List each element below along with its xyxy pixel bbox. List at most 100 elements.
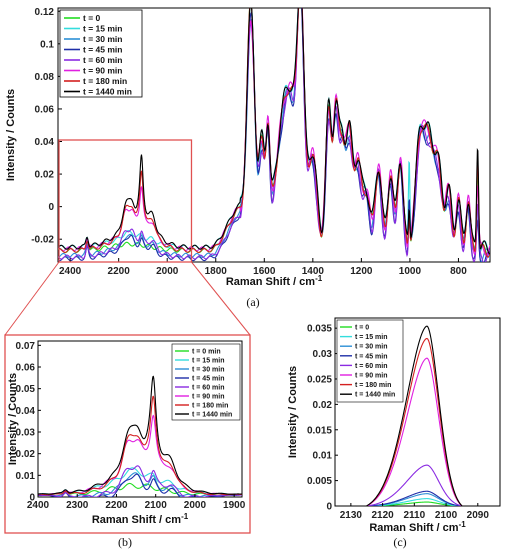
y-axis-label: Intensity / Counts [5, 89, 17, 181]
legend-label: t = 30 min [355, 344, 387, 351]
series-line-t = 1440 min [38, 375, 242, 495]
panel-caption: (c) [393, 535, 406, 549]
legend-box [59, 9, 143, 98]
legend-label: t = 0 min [192, 349, 221, 356]
legend-box [171, 343, 241, 421]
y-tick-label: 0.01 [16, 471, 36, 482]
panel-caption: (a) [246, 295, 259, 309]
x-axis-label: Raman Shift / cm-1 [369, 520, 466, 534]
y-axis-label: Intensity / Counts [287, 366, 299, 458]
legend-label: t = 60 min [355, 363, 387, 370]
legend-label: t = 90 min [355, 373, 387, 380]
x-tick-label: 2100 [435, 510, 458, 521]
legend-label: t = 30 min [83, 34, 122, 44]
x-tick-label: 2000 [156, 266, 179, 277]
legend-label: t = 30 min [192, 367, 224, 374]
legend-label: t = 1440 min [192, 412, 232, 419]
legend-label: t = 15 min [192, 358, 224, 365]
legend-label: t = 1440 min [355, 392, 395, 399]
x-tick-label: 2120 [371, 510, 394, 521]
y-tick-label: 0.025 [307, 374, 332, 385]
panel-b-chart: 2400 2300 2200 2100 2000 1900 0 0.01 0.02 0.03 0.0… [4, 334, 251, 549]
zoom-connector-right [191, 261, 251, 336]
legend-label: t = 90 min [83, 66, 122, 76]
y-tick-label: 0 [29, 493, 35, 504]
x-tick-label: 2200 [108, 266, 131, 277]
y-tick-label: 0.005 [307, 476, 332, 487]
y-tick-label: 0.1 [40, 39, 54, 50]
series-line-t = 180 min [58, 8, 490, 258]
series-line-t = 180 min [38, 395, 242, 496]
series-line-t = 180 min [335, 337, 500, 506]
x-tick-label: 2400 [27, 500, 50, 511]
series-line-t = 60 min [38, 465, 242, 497]
y-tick-label: 0.07 [16, 341, 36, 352]
y-tick-label: 0.02 [313, 400, 333, 411]
series-line-t = 60 min [58, 8, 490, 262]
y-tick-label: 0 [326, 502, 332, 513]
legend-label: t = 0 [355, 325, 369, 332]
y-tick-label: 0.03 [16, 428, 36, 439]
y-tick-label: 0.06 [35, 104, 55, 115]
x-tick-label: 1400 [302, 266, 325, 277]
x-tick-label: 1600 [253, 266, 276, 277]
y-tick-label: 0.04 [16, 406, 36, 417]
x-tick-label: 2000 [184, 500, 207, 511]
zoom-connector-lines [4, 261, 251, 336]
legend-label: t = 45 min [192, 376, 224, 383]
y-tick-label: 0.05 [16, 384, 36, 395]
legend-label: t = 90 min [192, 394, 224, 401]
panel-c-chart: 2130 2120 2110 2100 2090 0 0.005 0.01 0.015 0.02 0… [287, 317, 501, 549]
series-line-t = 45 min [335, 490, 500, 506]
y-tick-label: 0.03 [313, 349, 333, 360]
y-tick-label: -0.02 [31, 235, 54, 246]
x-tick-label: 2200 [105, 500, 128, 511]
legend-box [336, 319, 404, 403]
legend-label: t = 45 min [355, 353, 387, 360]
x-tick-label: 2090 [467, 510, 490, 521]
series-line-t = 30 min [335, 493, 500, 506]
x-tick-label: 2110 [403, 510, 425, 521]
y-tick-label: 0 [48, 202, 54, 213]
x-tick-label: 1800 [205, 266, 228, 277]
x-axis-label: Raman Shift / cm-1 [92, 512, 189, 526]
series-line-t = 90 min [335, 357, 500, 506]
legend-label: t = 180 min [83, 76, 127, 86]
legend-label: t = 60 min [83, 55, 122, 65]
series-line-t = 1440 min [58, 8, 490, 255]
y-tick-label: 0.02 [35, 170, 55, 181]
legend-label: t = 180 min [192, 403, 228, 410]
x-tick-label: 1200 [350, 266, 373, 277]
x-tick-label: 1000 [399, 266, 422, 277]
legend-label: t = 60 min [192, 385, 224, 392]
legend-label: t = 180 min [355, 382, 391, 389]
series-line-t = 0 [335, 501, 500, 506]
panel-caption: (b) [118, 535, 132, 549]
zoom-region-box [58, 139, 193, 263]
x-tick-label: 2300 [66, 500, 89, 511]
y-tick-label: 0.01 [313, 451, 333, 462]
y-tick-label: 0.08 [35, 72, 55, 83]
legend-label: t = 15 min [83, 24, 122, 34]
y-tick-label: 0.02 [16, 449, 36, 460]
series-line-t = 60 min [335, 464, 500, 506]
y-tick-label: 0.015 [307, 425, 332, 436]
series-line-t = 1440 min [335, 325, 500, 506]
y-tick-label: 0.04 [35, 137, 55, 148]
x-tick-label: 2400 [59, 266, 82, 277]
y-tick-label: 0.06 [16, 363, 36, 374]
legend-label: t = 1440 min [83, 87, 132, 97]
legend-label: t = 0 [83, 13, 101, 23]
zoom-connector-left [4, 261, 60, 336]
legend-label: t = 15 min [355, 334, 387, 341]
y-tick-label: 0.12 [35, 7, 55, 18]
legend-label: t = 45 min [83, 45, 122, 55]
x-tick-label: 2130 [340, 510, 363, 521]
x-axis-label: Raman Shift / cm-1 [226, 274, 323, 288]
x-tick-label: 2100 [145, 500, 168, 511]
series-line-t = 15 min [335, 498, 500, 506]
y-tick-label: 0.035 [307, 324, 332, 335]
x-tick-label: 800 [450, 266, 467, 277]
x-tick-label: 1900 [223, 500, 246, 511]
